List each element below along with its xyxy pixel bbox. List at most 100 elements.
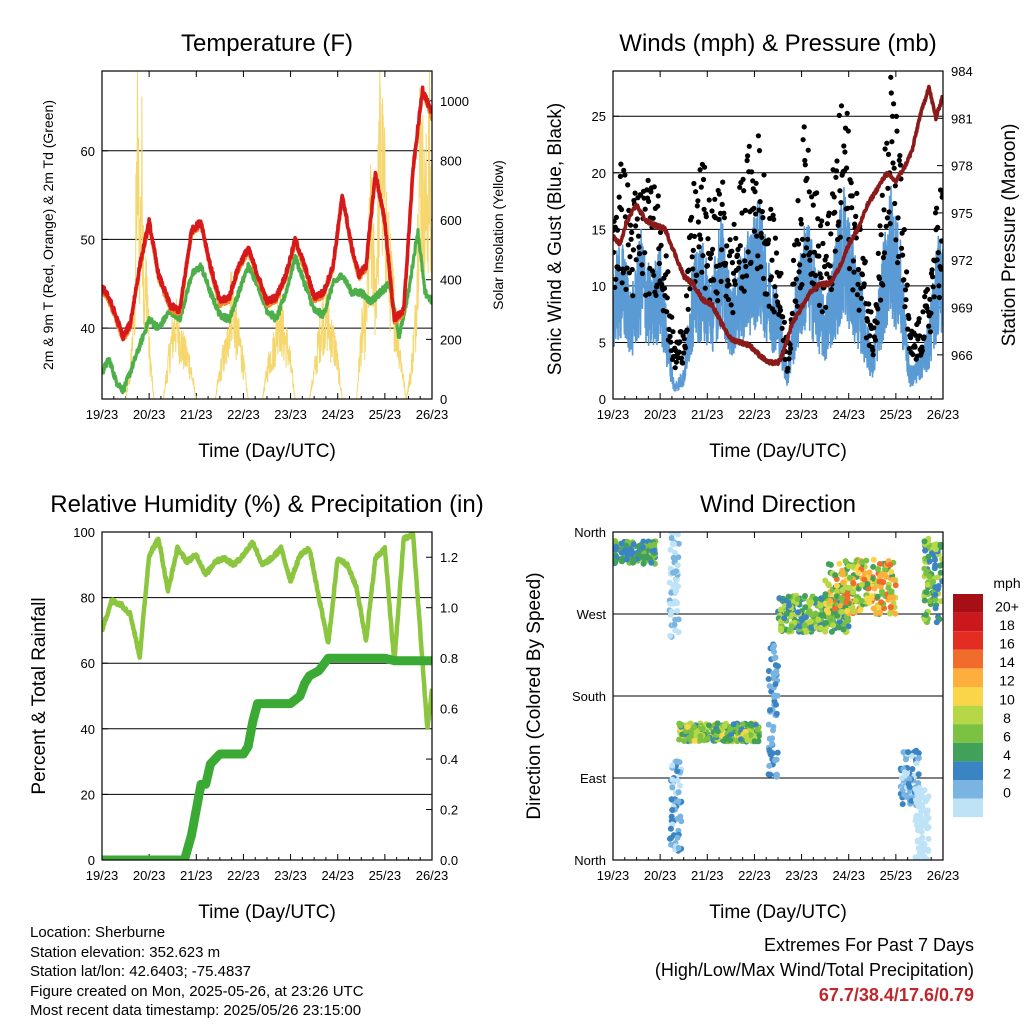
gust-point: [617, 173, 624, 179]
gust-point: [903, 297, 909, 303]
direction-point: [817, 602, 824, 609]
gust-point: [820, 240, 826, 247]
direction-point: [933, 619, 940, 626]
direction-point: [876, 578, 883, 585]
colorbar-label: 8: [1003, 710, 1011, 726]
gust-point: [748, 259, 754, 265]
gust-point: [737, 243, 743, 249]
gust-point: [778, 270, 784, 276]
direction-point: [939, 556, 943, 563]
humidity-line: [102, 532, 432, 730]
direction-point: [922, 798, 929, 805]
direction-point: [932, 556, 938, 563]
direction-point: [924, 823, 930, 829]
gust-point: [807, 257, 813, 263]
gust-point: [810, 202, 816, 208]
gust-point: [901, 277, 907, 283]
direction-point: [675, 616, 682, 623]
gust-point: [768, 274, 775, 280]
direction-point: [827, 597, 834, 604]
direction-point: [924, 581, 931, 588]
gust-point: [881, 250, 888, 256]
gust-point: [704, 263, 711, 269]
direction-point: [748, 720, 755, 727]
direction-point: [669, 807, 676, 813]
direction-point: [922, 611, 929, 618]
direction-point: [919, 848, 926, 855]
gust-point: [697, 232, 703, 238]
gust-point: [801, 124, 807, 130]
direction-point: [878, 588, 885, 595]
direction-point: [889, 576, 896, 583]
direction-point: [778, 627, 784, 634]
gust-point: [677, 339, 683, 345]
direction-point: [822, 628, 829, 635]
gust-point: [633, 223, 639, 229]
gust-point: [802, 162, 808, 168]
direction-point: [771, 698, 778, 705]
direction-point: [886, 610, 893, 617]
direction-point: [865, 585, 872, 592]
direction-point: [937, 569, 943, 576]
gust-point: [935, 224, 941, 230]
direction-point: [832, 572, 839, 579]
direction-point: [923, 856, 930, 860]
gust-point: [786, 350, 793, 356]
direction-point: [934, 574, 941, 581]
direction-point: [857, 607, 864, 613]
direction-point: [799, 615, 806, 622]
direction-point: [674, 562, 681, 569]
direction-point: [676, 782, 683, 789]
gust-point: [729, 260, 736, 266]
gust-point: [781, 319, 788, 325]
y2-tick-label: 0: [440, 392, 447, 407]
colorbar-swatch: [953, 798, 983, 818]
gust-point: [771, 216, 777, 222]
gust-point: [855, 266, 862, 273]
direction-point: [823, 607, 830, 614]
gust-point: [646, 198, 652, 204]
gust-point: [700, 253, 706, 259]
direction-point: [773, 710, 780, 717]
colorbar-title: mph: [993, 575, 1020, 591]
gust-point: [614, 227, 621, 233]
direction-point: [822, 577, 829, 584]
gust-point: [622, 214, 629, 220]
chart-panel-2: Winds (mph) & Pressure (mb) Time (Day/UTC…: [545, 30, 1020, 462]
gust-point: [770, 212, 776, 218]
direction-point: [776, 595, 783, 602]
direction-point: [888, 568, 895, 575]
gust-point: [685, 306, 691, 312]
direction-point: [747, 732, 754, 738]
direction-point: [926, 573, 933, 580]
gust-point: [764, 291, 770, 297]
chart-panel-4: Wind Direction Time (Day/UTC) 19/23 20/23 21…: [524, 491, 959, 923]
direction-point: [668, 796, 675, 803]
direction-point: [870, 605, 877, 612]
gust-point: [815, 243, 822, 249]
direction-point: [830, 622, 837, 629]
gust-point: [613, 218, 617, 224]
direction-point: [877, 572, 884, 579]
direction-point: [836, 618, 843, 625]
y-tick-label: 20: [592, 166, 606, 181]
colorbar-label: 12: [999, 673, 1015, 689]
gust-point: [854, 292, 861, 298]
direction-point: [765, 721, 772, 728]
direction-point: [833, 593, 840, 600]
gust-point: [837, 188, 843, 194]
y2-tick-label: 400: [440, 273, 462, 288]
gust-point: [663, 253, 669, 259]
gust-point: [874, 320, 880, 326]
gust-point: [838, 200, 844, 206]
gust-point: [917, 333, 923, 339]
direction-point: [905, 749, 912, 756]
gust-point: [718, 278, 724, 284]
direction-point: [640, 538, 647, 545]
gust-point: [850, 258, 857, 264]
direction-point: [915, 750, 922, 757]
gust-point: [897, 162, 904, 168]
direction-point: [892, 582, 899, 589]
gust-point: [709, 208, 715, 214]
gust-point: [736, 259, 742, 265]
